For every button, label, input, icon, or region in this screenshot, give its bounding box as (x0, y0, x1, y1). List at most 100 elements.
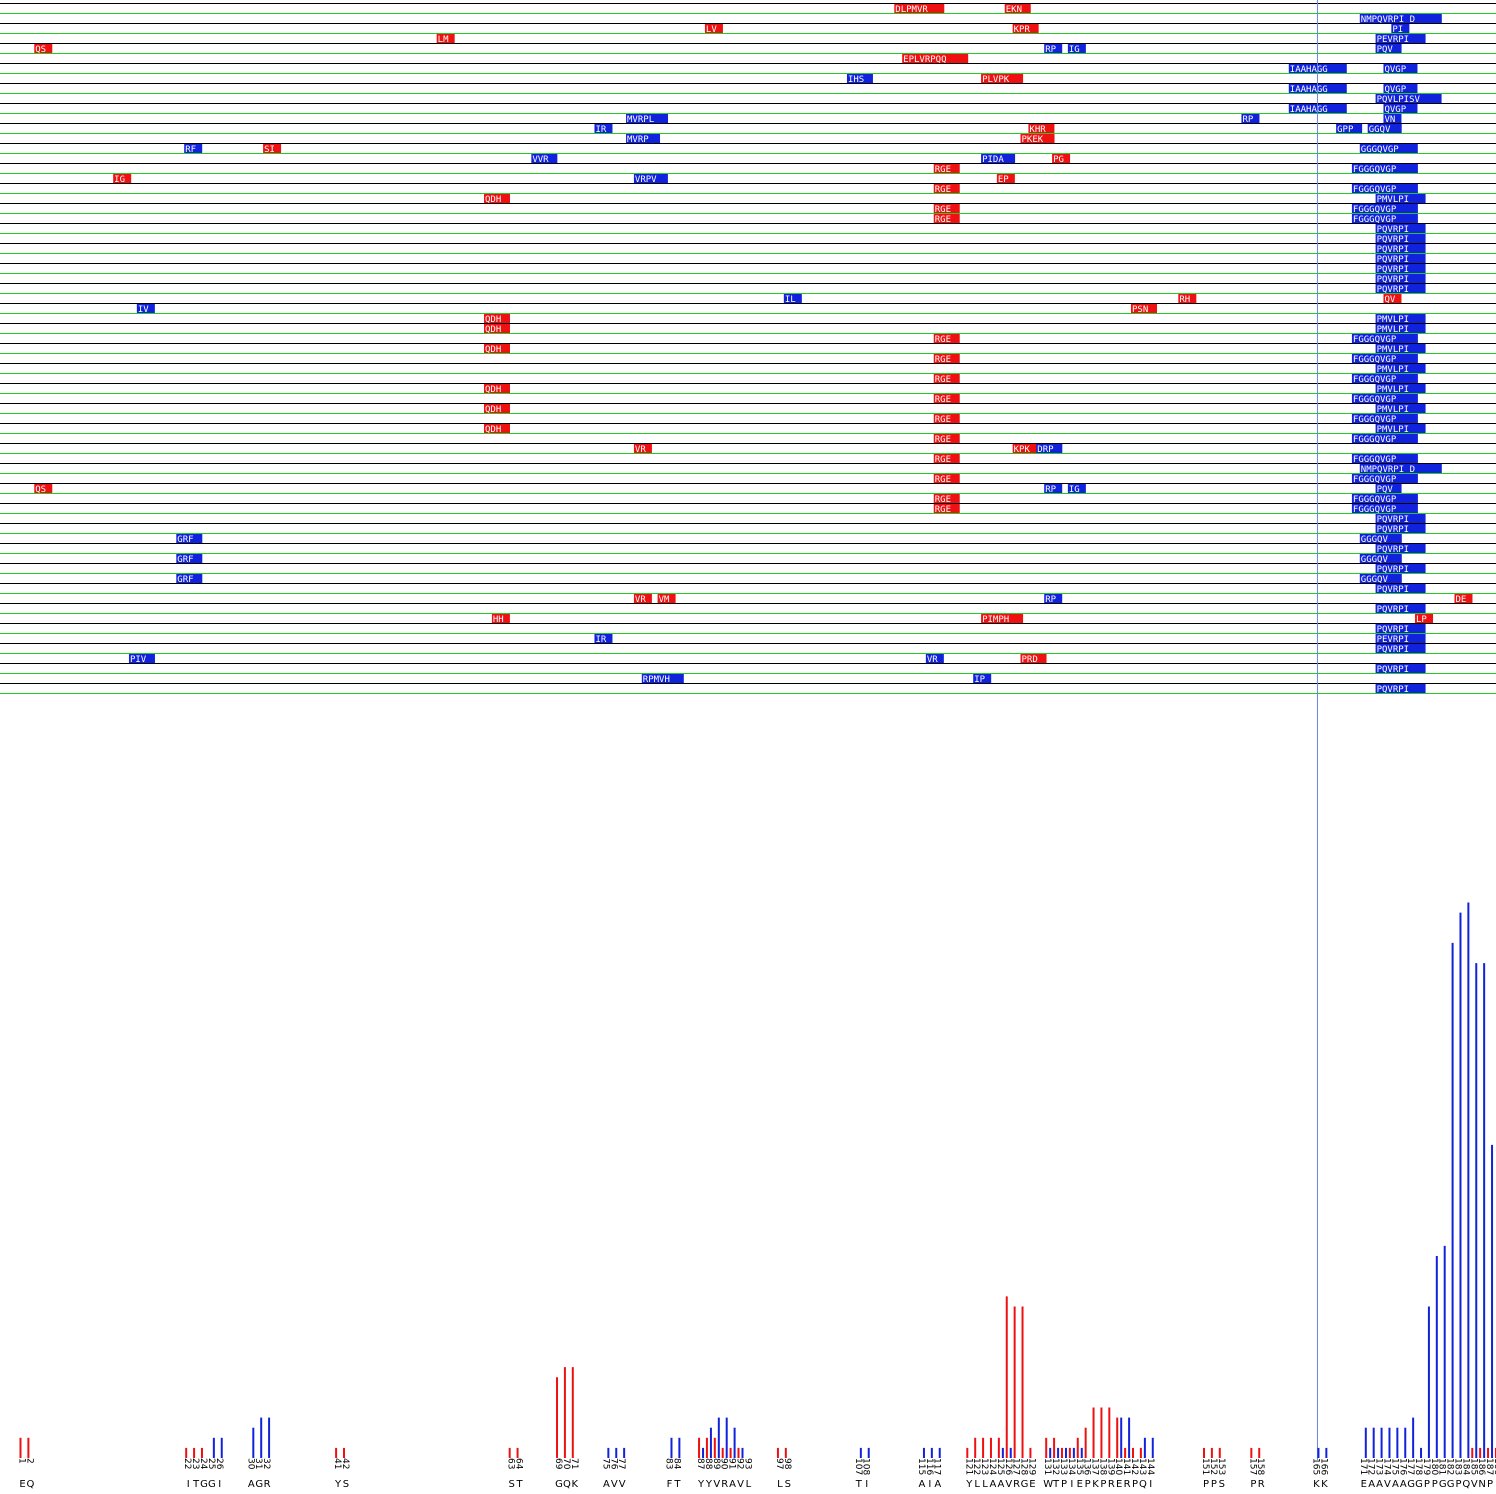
residue-letter: P (1132, 1479, 1138, 1490)
position-label: 126 (1003, 1458, 1013, 1475)
peptide-label: PQVRPI (1377, 275, 1410, 285)
peptide-label: FGGGQVGP (1353, 435, 1397, 445)
peptide-box (1383, 294, 1402, 303)
peptide-box (1375, 344, 1426, 353)
peptide-box (113, 174, 132, 183)
peptide-box (1351, 334, 1418, 343)
peptide-box (933, 394, 960, 403)
peptide-label: LM (438, 35, 449, 45)
position-label: 25 (206, 1458, 216, 1469)
peptide-box (1375, 424, 1426, 433)
peptide-box (1383, 84, 1418, 93)
residue-letter: V (1005, 1479, 1012, 1490)
peptide-label: PMVLPI (1377, 425, 1410, 435)
residue-letter: Y (965, 1479, 973, 1490)
position-label: 165 (1310, 1458, 1320, 1475)
position-label: 98 (782, 1458, 792, 1470)
position-label: 179 (1421, 1458, 1431, 1475)
peptide-label: EKN (1006, 5, 1022, 15)
residue-letter: A (1400, 1479, 1407, 1490)
residue-letter: P (1487, 1479, 1493, 1490)
position-label: 137 (1090, 1458, 1100, 1475)
peptide-box (1359, 534, 1402, 543)
peptide-box (933, 374, 960, 383)
position-label: 153 (1216, 1458, 1226, 1475)
peptide-box (996, 174, 1015, 183)
peptide-box (933, 474, 960, 483)
residue-letter: Y (697, 1479, 705, 1490)
peptide-label: RGE (935, 165, 951, 175)
position-label: 31 (253, 1458, 263, 1469)
peptide-box (1351, 434, 1418, 443)
peptide-box (1044, 594, 1063, 603)
peptide-label: PSN (1132, 305, 1148, 315)
peptide-box (1351, 204, 1418, 213)
peptide-label: PMVLPI (1377, 195, 1410, 205)
position-label: 70 (561, 1458, 571, 1470)
peptide-box (973, 674, 992, 683)
peptide-label: RP (1045, 45, 1056, 55)
position-label: 151 (1200, 1458, 1210, 1475)
peptide-label: VVR (532, 155, 549, 165)
peptide-box (1359, 554, 1402, 563)
position-label: 23 (190, 1458, 200, 1469)
residue-letter: Q (1462, 1479, 1470, 1490)
peptide-box (1375, 384, 1426, 393)
residue-letter: A (1392, 1479, 1399, 1490)
peptide-label: EP (998, 175, 1009, 185)
peptide-box (1351, 374, 1418, 383)
peptide-label: FGGGQVGP (1353, 355, 1397, 365)
peptide-box (1375, 564, 1426, 573)
residue-letter: P (1203, 1479, 1209, 1490)
peptide-label: RGE (935, 205, 951, 215)
peptide-label: PQVRPI (1377, 265, 1410, 275)
peptide-box (1375, 514, 1426, 523)
position-label: 108 (861, 1458, 871, 1475)
peptide-box (1351, 494, 1418, 503)
peptide-box (1375, 284, 1426, 293)
residue-letter: V (713, 1479, 720, 1490)
peptide-label: PQVRPI (1377, 685, 1410, 695)
peptide-label: PQV (1377, 485, 1394, 495)
peptide-label: DLPMVR (895, 5, 928, 15)
peptide-label: SI (264, 145, 275, 155)
peptide-label: FGGGQVGP (1353, 475, 1397, 485)
peptide-label: RF (185, 145, 196, 155)
residue-letter: R (1108, 1479, 1115, 1490)
peptide-box (1351, 474, 1418, 483)
residue-letter: G (200, 1479, 208, 1490)
position-label: 76 (608, 1458, 618, 1470)
residue-letter: S (1219, 1479, 1225, 1490)
peptide-label: IAAHAGG (1290, 85, 1328, 95)
peptide-label: IAAHAGG (1290, 105, 1328, 115)
peptide-label: IG (114, 175, 125, 185)
peptide-label: GGGQV (1361, 555, 1389, 565)
position-label: 141 (1121, 1458, 1131, 1475)
position-label: 134 (1066, 1458, 1076, 1475)
peptide-label: RGE (935, 375, 951, 385)
coverage-bars (19, 902, 1496, 1458)
peptide-box (1020, 654, 1047, 663)
peptide-box (981, 74, 1024, 83)
position-label: 30 (245, 1458, 255, 1470)
peptide-label: QVGP (1384, 85, 1406, 95)
residue-letter: G (1021, 1479, 1029, 1490)
peptide-box (1375, 324, 1426, 333)
peptide-label: QVGP (1384, 105, 1406, 115)
peptide-label: IG (1069, 485, 1080, 495)
position-label: 26 (214, 1458, 224, 1470)
peptide-label: KPK (1014, 445, 1031, 455)
peptide-box (1012, 24, 1039, 33)
peptide-label: PQVRPI (1377, 585, 1410, 595)
position-label: 122 (971, 1458, 981, 1475)
position-label: 174 (1381, 1458, 1391, 1475)
peptide-box (933, 354, 960, 363)
peptide-label: PQV (1377, 45, 1394, 55)
position-label: 83 (663, 1458, 673, 1469)
position-label: 132 (1050, 1458, 1060, 1475)
peptide-label: PKEK (1022, 135, 1044, 145)
residue-letter: G (208, 1479, 216, 1490)
residue-letter: T (673, 1479, 681, 1490)
